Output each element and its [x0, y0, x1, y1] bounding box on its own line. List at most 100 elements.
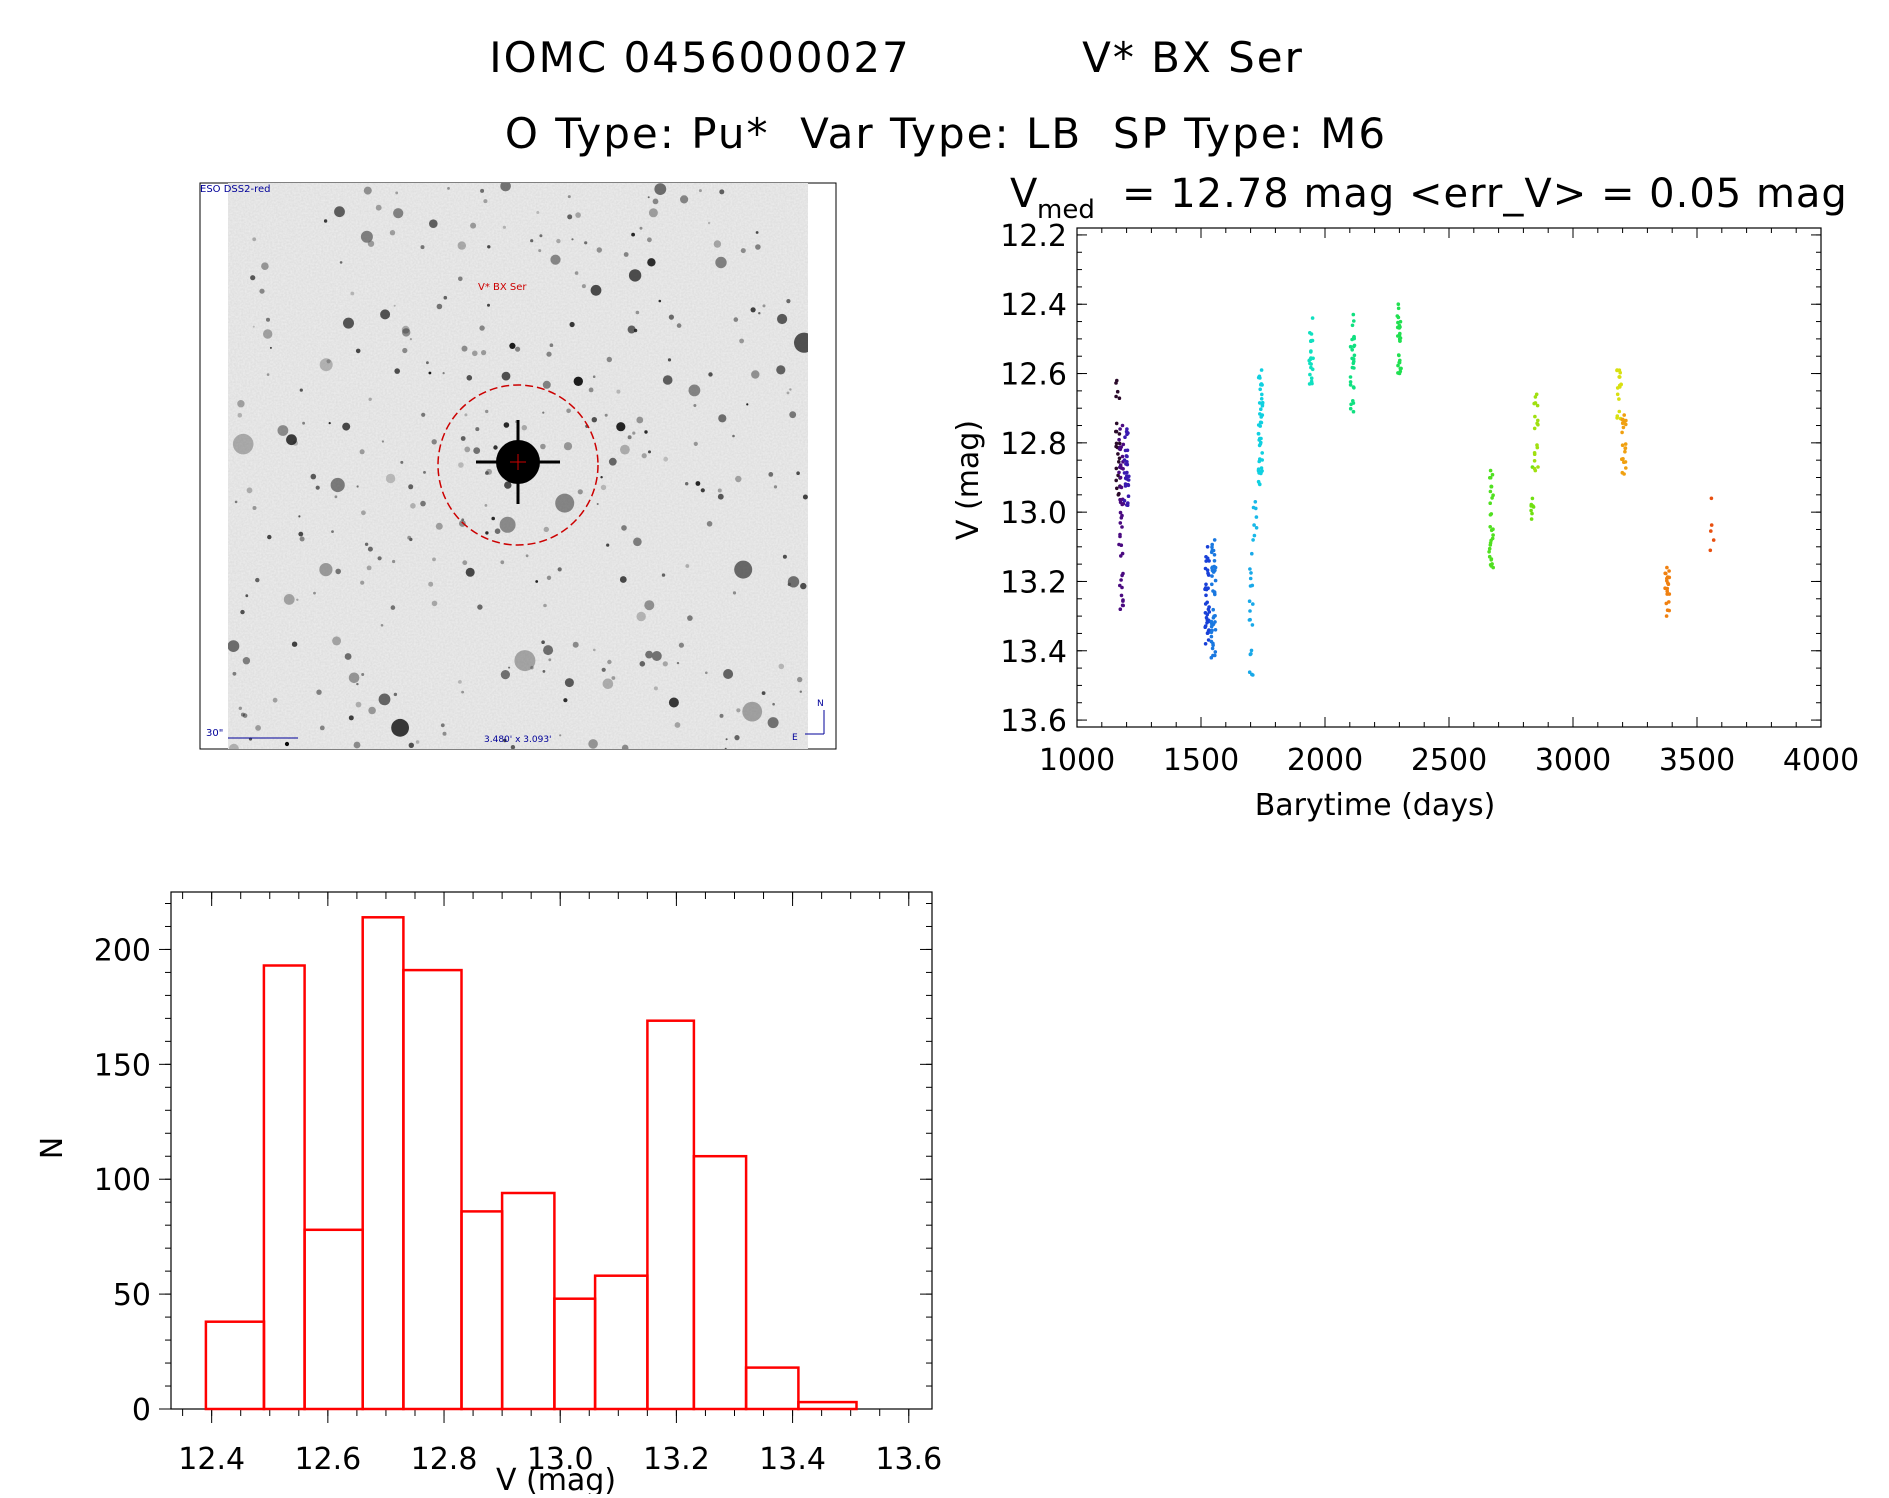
finder-star: [263, 329, 273, 339]
finder-star: [542, 411, 545, 414]
finder-star: [623, 252, 629, 257]
lc-y-tick-label: 13.6: [1000, 704, 1067, 739]
finder-star: [693, 441, 698, 446]
finder-star: [426, 361, 429, 365]
finder-star: [541, 640, 545, 644]
lc-data-point: [1213, 614, 1217, 618]
hist-bar: [692, 1154, 748, 1411]
lc-data-point: [1125, 448, 1130, 453]
lc-data-point: [1207, 628, 1211, 632]
finder-star: [636, 416, 644, 424]
finder-star: [428, 371, 432, 375]
finder-star: [678, 642, 685, 648]
lc-data-point: [1122, 498, 1127, 503]
lc-data-point: [1491, 493, 1495, 498]
lc-data-point: [1211, 548, 1216, 553]
lc-data-point: [1309, 332, 1314, 336]
lc-data-point: [1203, 642, 1208, 646]
lc-data-point: [1114, 441, 1119, 446]
lc-data-point: [1125, 503, 1130, 508]
lc-data-point: [1709, 529, 1713, 533]
finder-star: [514, 650, 536, 672]
east-label: E: [792, 733, 798, 743]
finder-star: [773, 485, 778, 489]
finder-star: [588, 739, 598, 749]
finder-star: [535, 580, 539, 583]
finder-star: [502, 225, 506, 229]
header-types: O Type: Pu* Var Type: LB SP Type: M6: [505, 109, 1387, 158]
finder-star: [229, 743, 239, 749]
finder-star: [364, 542, 369, 546]
finder-star: [539, 234, 543, 238]
finder-star: [339, 261, 343, 264]
lc-data-point: [1210, 566, 1214, 570]
lc-data-point: [1211, 570, 1216, 574]
finder-star: [631, 232, 635, 237]
finder-star: [755, 231, 759, 234]
finder-star: [616, 389, 621, 394]
finder-star: [510, 745, 516, 749]
lc-data-point: [1665, 592, 1669, 596]
finder-star: [652, 198, 659, 205]
lc-data-point: [1249, 648, 1254, 653]
finder-star: [385, 473, 396, 484]
lc-data-point: [1348, 380, 1353, 384]
lc-data-point: [1530, 496, 1535, 501]
finder-star: [750, 307, 756, 313]
finder-star: [331, 530, 334, 533]
lc-data-point: [1531, 504, 1535, 508]
finder-star: [708, 372, 713, 377]
lc-data-point: [1348, 375, 1353, 379]
finder-star: [332, 636, 342, 646]
finder-star: [509, 342, 516, 349]
lc-data-point: [1203, 611, 1208, 615]
lc-data-point: [1119, 578, 1123, 582]
lc-data-point: [1532, 459, 1537, 463]
lc-x-tick-label: 4000: [1783, 743, 1859, 778]
finder-star: [789, 411, 797, 419]
finder-star: [485, 409, 489, 414]
finder-star: [361, 673, 365, 676]
finder-star: [266, 373, 270, 376]
lc-data-point: [1210, 646, 1215, 651]
finder-star: [530, 666, 534, 670]
finder-star: [361, 510, 366, 516]
finder-star: [296, 598, 299, 601]
finder-star: [550, 254, 561, 265]
lc-data-point: [1488, 543, 1493, 547]
lc-data-point: [1250, 551, 1254, 556]
lc-data-point: [1615, 414, 1620, 418]
lc-data-point: [1258, 387, 1262, 392]
finder-star: [315, 485, 320, 490]
hist-bar: [553, 1297, 597, 1411]
lc-data-point: [1114, 381, 1118, 385]
lc-x-tick-label: 3000: [1535, 743, 1611, 778]
lc-data-point: [1204, 582, 1208, 587]
lc-y-tick-label: 12.2: [1000, 219, 1067, 254]
lc-data-point: [1397, 360, 1401, 365]
finder-star: [719, 713, 724, 718]
lc-data-point: [1256, 467, 1261, 472]
hist-x-tick-label: 13.6: [875, 1442, 942, 1477]
hist-x-tick-label: 12.6: [294, 1442, 361, 1477]
finder-star: [298, 531, 304, 537]
finder-star: [415, 740, 420, 744]
finder-star: [543, 603, 547, 608]
finder-star: [593, 648, 596, 652]
lc-y-tick-label: 13.4: [1000, 635, 1067, 670]
finder-star: [428, 581, 434, 587]
finder-star: [378, 693, 391, 706]
finder-star: [662, 661, 668, 667]
finder-star: [601, 667, 606, 672]
finder-star: [695, 481, 701, 486]
lc-x-tick-label: 2500: [1411, 743, 1487, 778]
lc-data-point: [1251, 673, 1255, 677]
finder-star: [252, 506, 257, 510]
lc-data-point: [1396, 315, 1401, 320]
finder-star: [540, 443, 546, 450]
finder-star: [402, 347, 408, 354]
hist-x-tick-label: 13.0: [527, 1442, 594, 1477]
lc-data-point: [1204, 593, 1208, 598]
finder-star: [395, 191, 399, 195]
finder-star: [564, 678, 574, 688]
